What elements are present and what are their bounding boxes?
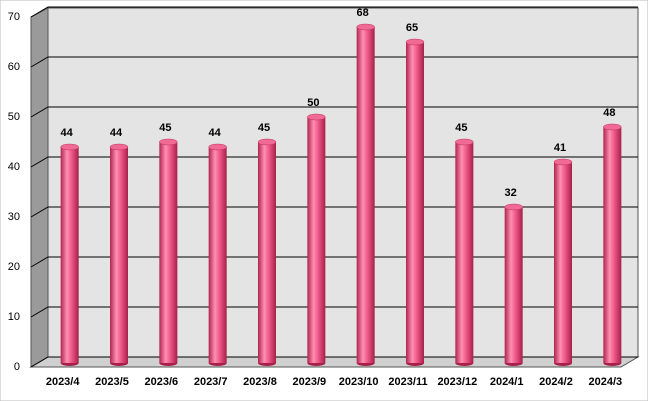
value-label: 50 <box>307 97 319 109</box>
y-tick-label: 60 <box>8 61 20 73</box>
bar-top <box>60 143 79 151</box>
bar-top <box>208 143 227 151</box>
x-tick-label: 2023/11 <box>388 376 427 388</box>
back-wall <box>47 7 639 358</box>
value-label: 44 <box>209 127 222 139</box>
y-tick-label: 30 <box>8 211 20 223</box>
x-tick-label: 2024/2 <box>539 376 573 388</box>
y-tick-label: 20 <box>8 261 20 273</box>
value-label: 41 <box>554 142 566 154</box>
bar-top <box>455 138 474 146</box>
bar <box>406 42 424 363</box>
y-tick-label: 0 <box>14 361 20 373</box>
value-label: 44 <box>110 127 123 139</box>
grid-line <box>30 56 638 68</box>
value-label: 45 <box>258 122 270 134</box>
grid-line <box>30 306 638 318</box>
bar-top <box>257 138 277 146</box>
bar <box>110 147 128 363</box>
value-label: 44 <box>61 127 74 139</box>
bar-top <box>405 38 425 46</box>
value-label: 65 <box>406 22 418 34</box>
bar <box>60 147 79 363</box>
y-tick-label: 50 <box>8 111 20 123</box>
grid-line <box>30 256 638 268</box>
bar-top <box>356 23 375 31</box>
grid-line <box>30 156 638 168</box>
y-tick-label: 10 <box>8 311 20 323</box>
bar <box>208 147 227 363</box>
value-label: 32 <box>505 187 517 199</box>
bar-top <box>553 158 573 166</box>
bar-top <box>159 138 178 146</box>
bar <box>455 142 474 363</box>
grid-line <box>30 206 638 218</box>
value-label: 68 <box>357 7 369 19</box>
y-tick-label: 70 <box>8 11 20 23</box>
x-tick-label: 2023/5 <box>95 376 129 388</box>
grid-line <box>30 6 638 18</box>
bar-top <box>603 123 622 131</box>
value-label: 45 <box>455 122 467 134</box>
x-tick-label: 2023/10 <box>339 376 379 388</box>
grid-line <box>30 356 638 368</box>
x-tick-label: 2023/4 <box>46 376 81 388</box>
x-tick-label: 2023/8 <box>243 376 277 388</box>
x-tick-label: 2023/12 <box>437 376 477 388</box>
bar-top <box>504 203 523 211</box>
value-label: 48 <box>603 107 615 119</box>
x-tick-label: 2023/6 <box>145 376 179 388</box>
value-label: 45 <box>159 122 171 134</box>
x-tick-label: 2024/3 <box>589 376 623 388</box>
bar <box>159 142 178 363</box>
bar <box>554 162 572 363</box>
bar <box>356 27 375 363</box>
bar-top <box>307 113 326 121</box>
bar <box>307 117 326 363</box>
x-tick-label: 2024/1 <box>490 376 524 388</box>
grid-line <box>30 106 638 118</box>
y-tick-label: 40 <box>8 161 20 173</box>
bar-top <box>109 143 129 151</box>
x-tick-label: 2023/9 <box>293 376 327 388</box>
x-tick-label: 2023/7 <box>194 376 228 388</box>
bar <box>504 207 523 363</box>
bar <box>258 142 276 363</box>
bar <box>603 127 622 363</box>
